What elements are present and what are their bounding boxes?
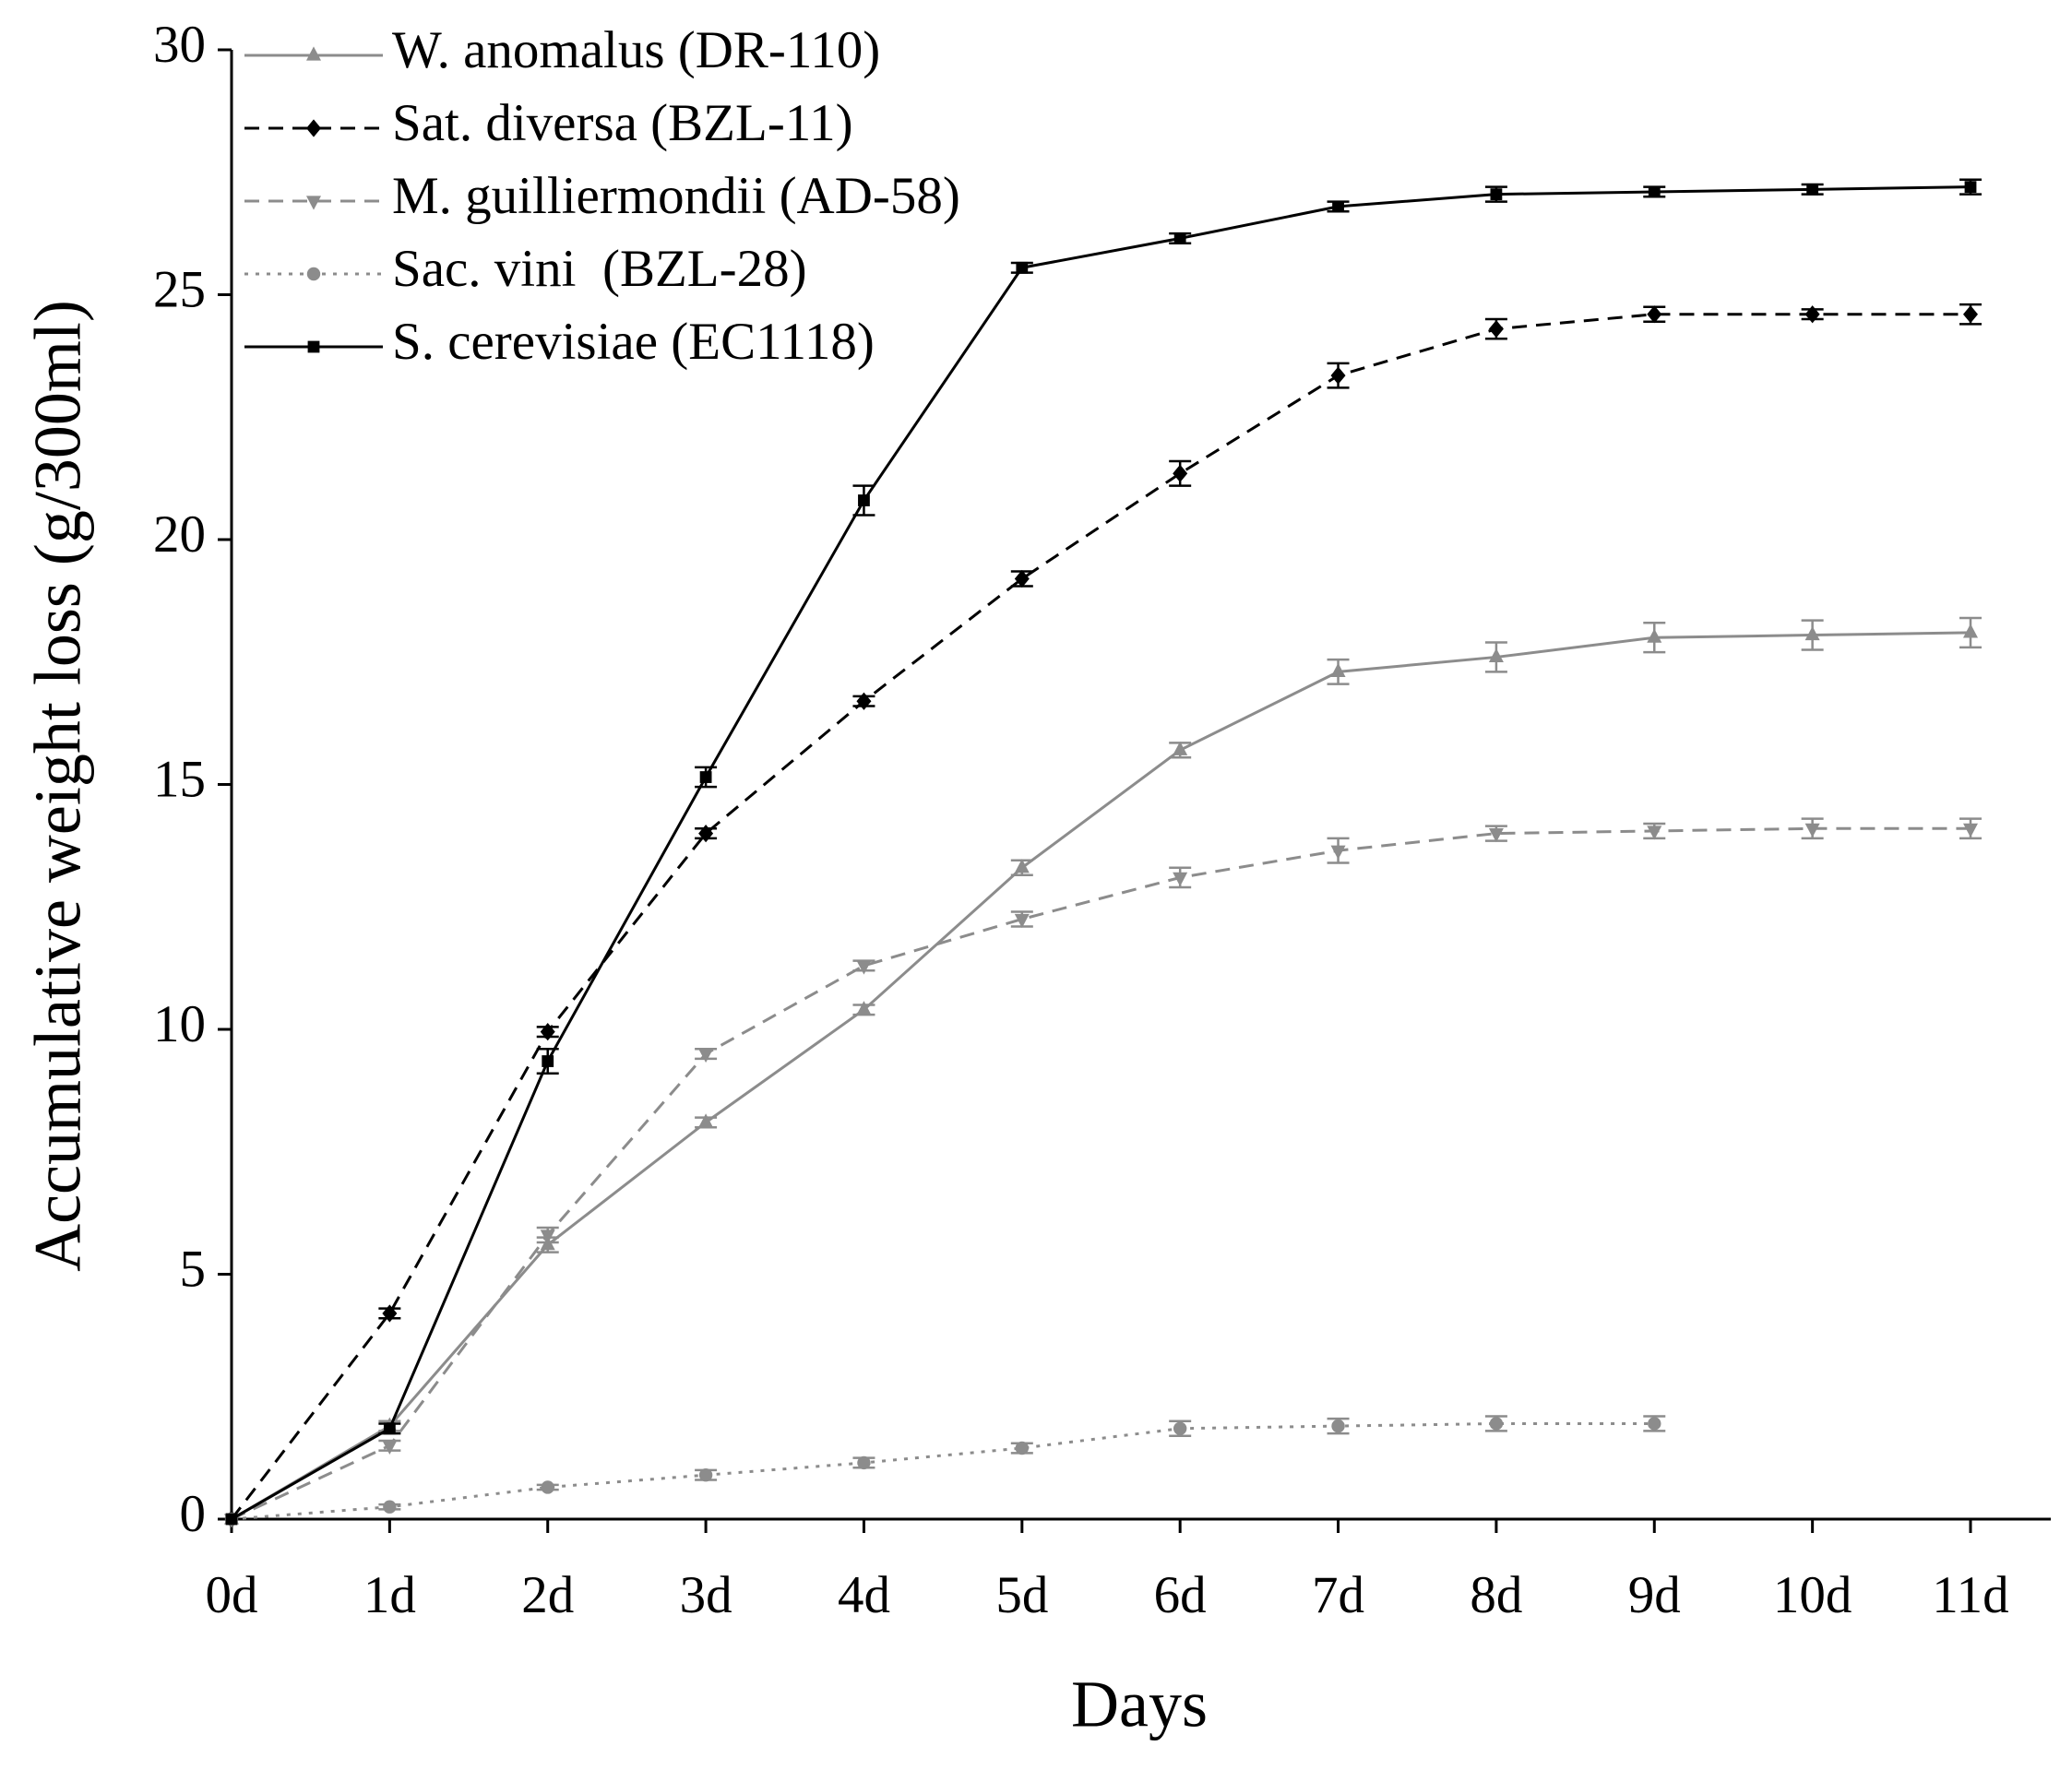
- marker: [1963, 823, 1978, 837]
- x-tick-label: 3d: [680, 1566, 732, 1624]
- marker: [1015, 1441, 1030, 1455]
- x-tick-label: 8d: [1470, 1566, 1522, 1624]
- marker: [1173, 464, 1188, 482]
- marker: [1488, 828, 1504, 843]
- marker: [540, 1023, 555, 1041]
- marker: [1014, 569, 1030, 588]
- marker: [382, 1304, 398, 1323]
- legend-marker: [306, 119, 321, 137]
- marker: [1488, 647, 1504, 663]
- marker: [856, 692, 872, 710]
- x-tick-label: 9d: [1628, 1566, 1681, 1624]
- x-tick-label: 2d: [521, 1566, 574, 1624]
- marker: [698, 1113, 714, 1128]
- marker: [1330, 366, 1346, 385]
- series-line: [231, 631, 1971, 1521]
- marker: [1804, 305, 1820, 324]
- marker: [541, 1480, 554, 1494]
- marker: [383, 1422, 396, 1435]
- x-tick-label: 0d: [206, 1566, 258, 1624]
- marker: [1963, 305, 1978, 324]
- y-tick-label: 10: [153, 995, 206, 1053]
- marker: [1647, 305, 1662, 324]
- marker: [856, 960, 872, 975]
- x-tick-label: 11d: [1932, 1566, 2008, 1624]
- marker: [1647, 628, 1662, 643]
- marker: [542, 1055, 554, 1067]
- legend-label: M. guilliermondii (AD-58): [392, 167, 960, 225]
- marker: [1330, 845, 1346, 860]
- series-line: [231, 185, 1971, 1521]
- marker: [1489, 1417, 1504, 1431]
- x-tick-label: 10d: [1773, 1566, 1852, 1624]
- legend-label: Sac. vini (BZL-28): [392, 240, 807, 298]
- legend-marker: [306, 46, 321, 61]
- x-tick-label: 6d: [1154, 1566, 1207, 1624]
- legend-label: Sat. diversa (BZL-11): [392, 94, 853, 152]
- y-tick-label: 30: [153, 16, 206, 74]
- marker: [1648, 1417, 1661, 1431]
- x-tick-label: 7d: [1312, 1566, 1364, 1624]
- legend-marker: [306, 196, 321, 210]
- series-line: [231, 1421, 1655, 1521]
- marker: [1173, 1421, 1187, 1435]
- legend-label: W. anomalus (DR-110): [392, 21, 880, 79]
- y-tick-label: 25: [153, 261, 206, 319]
- marker: [540, 1229, 555, 1244]
- y-axis-label: Accumulative weight loss (g/300ml): [21, 300, 95, 1272]
- marker: [1330, 662, 1346, 677]
- series-line: [231, 826, 1971, 1521]
- marker: [1173, 872, 1188, 886]
- series-line: [230, 313, 1971, 1520]
- marker: [1173, 232, 1186, 244]
- y-tick-label: 0: [180, 1485, 207, 1543]
- marker: [1173, 741, 1188, 755]
- marker: [225, 1513, 238, 1526]
- y-tick-label: 5: [180, 1241, 207, 1299]
- marker: [1963, 624, 1978, 638]
- x-tick-label: 4d: [838, 1566, 890, 1624]
- marker: [1964, 181, 1977, 194]
- marker: [1014, 859, 1030, 873]
- marker: [1331, 1419, 1345, 1433]
- marker: [698, 1048, 714, 1063]
- marker: [699, 771, 712, 783]
- legend-marker: [307, 340, 320, 353]
- marker: [1804, 625, 1820, 641]
- y-tick-label: 15: [153, 751, 206, 809]
- marker: [1804, 823, 1820, 837]
- marker: [1488, 320, 1504, 339]
- marker: [698, 1468, 713, 1482]
- x-tick-label: 5d: [995, 1566, 1048, 1624]
- marker: [698, 825, 714, 843]
- marker: [383, 1500, 397, 1514]
- marker: [1014, 913, 1030, 929]
- legend-label: S. cerevisiae (EC1118): [392, 313, 875, 371]
- y-tick-label: 20: [153, 505, 206, 564]
- marker: [1332, 200, 1344, 213]
- marker: [382, 1440, 398, 1455]
- marker: [1016, 261, 1029, 274]
- marker: [1806, 183, 1819, 196]
- legend-marker: [306, 267, 321, 281]
- x-tick-label: 1d: [363, 1566, 416, 1624]
- x-axis-label: Days: [1071, 1668, 1208, 1741]
- marker: [1647, 826, 1662, 840]
- marker: [1490, 188, 1503, 201]
- marker: [857, 1455, 871, 1470]
- marker: [856, 1001, 872, 1016]
- marker: [858, 494, 870, 506]
- marker: [1648, 185, 1661, 198]
